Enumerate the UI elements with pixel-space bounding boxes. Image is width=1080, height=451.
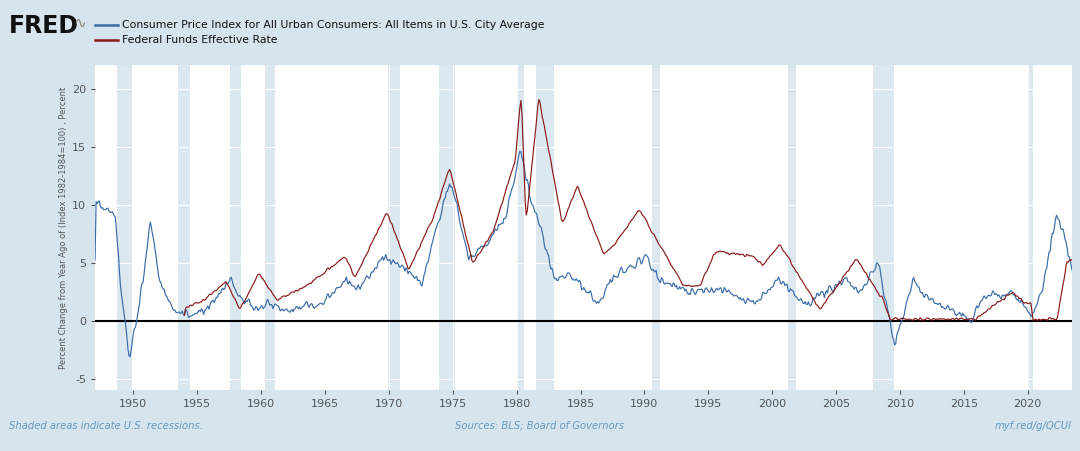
Text: Federal Funds Effective Rate: Federal Funds Effective Rate: [122, 35, 278, 45]
Text: Shaded areas indicate U.S. recessions.: Shaded areas indicate U.S. recessions.: [9, 421, 203, 431]
Bar: [536, 65, 554, 390]
Text: Consumer Price Index for All Urban Consumers: All Items in U.S. City Average: Consumer Price Index for All Urban Consu…: [122, 20, 544, 30]
Text: Sources: BLS; Board of Governors: Sources: BLS; Board of Governors: [456, 421, 624, 431]
Bar: [388, 65, 401, 390]
Bar: [118, 65, 132, 390]
Bar: [438, 65, 456, 390]
Bar: [230, 65, 241, 390]
Bar: [516, 65, 524, 390]
Text: ∿: ∿: [73, 16, 86, 31]
Bar: [1028, 65, 1032, 390]
Bar: [178, 65, 190, 390]
Y-axis label: Percent Change from Year Ago of (Index 1982-1984=100) , Percent: Percent Change from Year Ago of (Index 1…: [58, 87, 68, 369]
Bar: [787, 65, 796, 390]
Bar: [873, 65, 893, 390]
Text: FRED: FRED: [9, 14, 79, 37]
Bar: [652, 65, 660, 390]
Bar: [265, 65, 275, 390]
Text: myf.red/g/QCUI: myf.red/g/QCUI: [995, 421, 1071, 431]
